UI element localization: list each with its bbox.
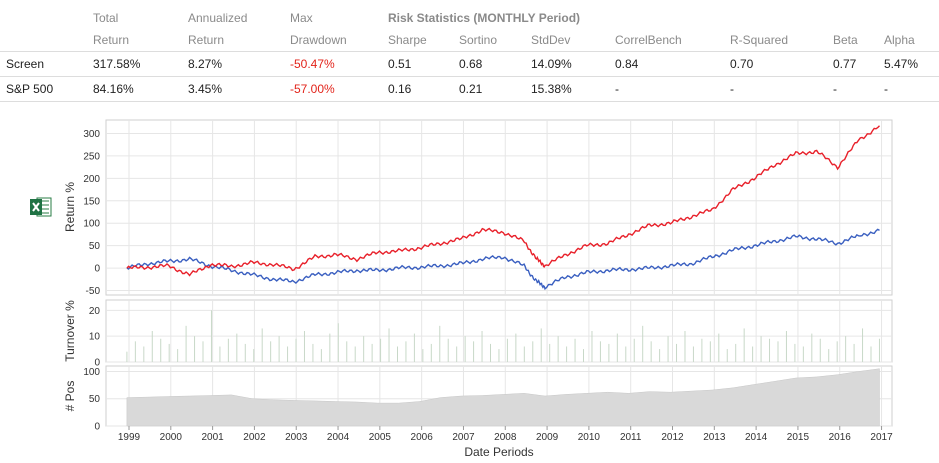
x-tick-label: 1999 (118, 432, 141, 443)
header-annualized: Annualized (188, 11, 248, 25)
y-tick-label: 0 (94, 358, 100, 369)
risk-statistics-heading: Risk Statistics (MONTHLY Period) (388, 11, 581, 25)
x-tick-label: 2013 (703, 432, 726, 443)
x-tick-label: 2002 (243, 432, 266, 443)
x-tick-label: 2017 (870, 432, 893, 443)
cell-beta: 0.77 (833, 51, 884, 77)
y-tick-label: 300 (83, 129, 100, 140)
cell-correl: 0.84 (615, 51, 730, 77)
row-name: S&P 500 (0, 76, 93, 102)
cell-total: 317.58% (93, 51, 188, 77)
cell-alpha: - (884, 76, 939, 102)
cell-sharpe: 0.51 (388, 51, 459, 77)
header-beta: Beta (833, 29, 884, 52)
cell-alpha: 5.47% (884, 51, 939, 77)
header-cell (0, 29, 93, 52)
x-tick-label: 2015 (787, 432, 810, 443)
cell-total: 84.16% (93, 76, 188, 102)
cell-sharpe: 0.16 (388, 76, 459, 102)
cell-maxdd: -57.00% (290, 76, 388, 102)
ylabel-positions: # Pos (63, 381, 77, 412)
y-tick-label: 0 (94, 264, 100, 275)
x-tick-label: 2011 (620, 432, 642, 443)
header-row-2: Return Return Drawdown Sharpe Sortino St… (0, 29, 939, 52)
x-tick-label: 2010 (578, 432, 601, 443)
y-tick-label: 100 (83, 219, 100, 230)
series-line-screen (126, 125, 880, 277)
y-tick-label: -50 (86, 286, 101, 297)
ylabel-return: Return % (63, 182, 77, 232)
header-max: Max (290, 11, 313, 25)
cell-maxdd: -50.47% (290, 51, 388, 77)
x-tick-label: 2012 (661, 432, 684, 443)
x-tick-label: 2001 (201, 432, 224, 443)
y-tick-label: 50 (89, 241, 101, 252)
cell-annual: 8.27% (188, 51, 290, 77)
header-return-annual: Return (188, 29, 290, 52)
return-lines (126, 125, 880, 291)
y-tick-label: 200 (83, 174, 100, 185)
series-line-sp500 (126, 228, 880, 291)
excel-icon[interactable] (30, 196, 52, 218)
row-name: Screen (0, 51, 93, 77)
header-return: Return (93, 29, 188, 52)
header-stddev: StdDev (531, 29, 615, 52)
cell-rsq: - (730, 76, 833, 102)
header-sortino: Sortino (459, 29, 531, 52)
y-tick-label: 250 (83, 151, 100, 162)
y-tick-label: 150 (83, 196, 100, 207)
positions-area (126, 368, 880, 427)
header-drawdown: Drawdown (290, 29, 388, 52)
x-tick-label: 2005 (369, 432, 392, 443)
x-tick-label: 2003 (285, 432, 308, 443)
header-sharpe: Sharpe (388, 29, 459, 52)
x-tick-label: 2007 (452, 432, 475, 443)
y-tick-label: 0 (94, 422, 100, 433)
y-tick-label: 100 (83, 367, 100, 378)
header-row-1: Total Annualized Max Risk Statistics (MO… (0, 7, 939, 29)
x-tick-label: 2008 (494, 432, 517, 443)
positions-area-fill (126, 368, 880, 427)
table-row: S&P 500 84.16% 3.45% -57.00% 0.16 0.21 1… (0, 76, 939, 102)
y-tick-label: 50 (89, 394, 101, 405)
header-alpha: Alpha (884, 29, 939, 52)
risk-statistics-table: Total Annualized Max Risk Statistics (MO… (0, 7, 939, 102)
header-total: Total (93, 11, 119, 25)
xlabel: Date Periods (464, 445, 533, 459)
x-tick-labels: 1999 2000 2001 2002 2003 2004 2005 2006 2007 2008… (118, 426, 893, 443)
x-tick-label: 2000 (160, 432, 183, 443)
cell-sortino: 0.68 (459, 51, 531, 77)
cell-correl: - (615, 76, 730, 102)
x-tick-label: 2014 (745, 432, 768, 443)
gridlines (106, 120, 892, 427)
y-tick-label: 20 (89, 306, 101, 317)
turnover-bars (126, 310, 880, 362)
x-tick-label: 2006 (411, 432, 434, 443)
cell-beta: - (833, 76, 884, 102)
header-correlbench: CorrelBench (615, 29, 730, 52)
cell-annual: 3.45% (188, 76, 290, 102)
ylabel-turnover: Turnover % (63, 300, 77, 362)
cell-rsq: 0.70 (730, 51, 833, 77)
cell-sortino: 0.21 (459, 76, 531, 102)
y-tick-label: 10 (89, 332, 101, 343)
table-row: Screen 317.58% 8.27% -50.47% 0.51 0.68 1… (0, 51, 939, 77)
header-rsquared: R-Squared (730, 29, 833, 52)
cell-stddev: 14.09% (531, 51, 615, 77)
x-tick-label: 2009 (536, 432, 559, 443)
x-tick-label: 2016 (829, 432, 852, 443)
x-tick-label: 2004 (327, 432, 350, 443)
cell-stddev: 15.38% (531, 76, 615, 102)
